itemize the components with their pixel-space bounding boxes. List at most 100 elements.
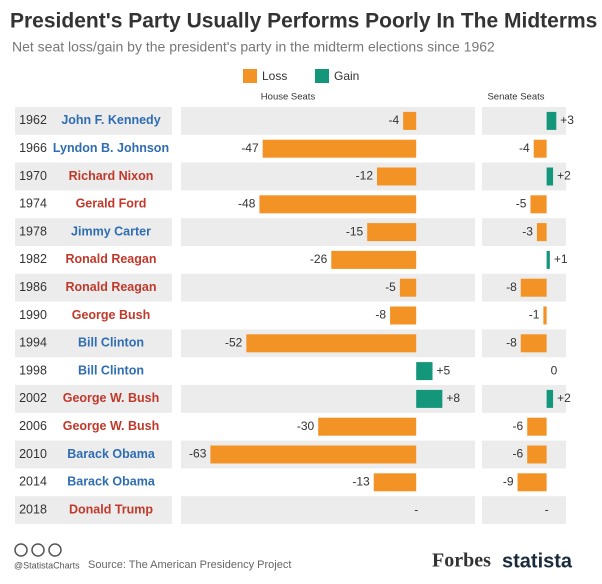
bar bbox=[546, 167, 554, 186]
value-label: - bbox=[414, 502, 418, 516]
value-label: -5 bbox=[516, 196, 527, 210]
row-bg bbox=[482, 218, 566, 246]
value-label: -4 bbox=[388, 113, 399, 127]
value-label: -4 bbox=[519, 141, 530, 155]
year-label: 1970 bbox=[19, 169, 47, 183]
bar bbox=[543, 306, 547, 325]
year-label: 2006 bbox=[19, 419, 47, 433]
statista-logo: statista bbox=[502, 550, 573, 572]
row-bg bbox=[15, 273, 172, 302]
panel-title: House Seats bbox=[261, 92, 316, 103]
year-label: 1974 bbox=[19, 197, 47, 211]
value-label: -6 bbox=[513, 447, 524, 461]
bar bbox=[520, 334, 547, 353]
row-bg bbox=[15, 218, 172, 246]
value-label: -9 bbox=[503, 474, 514, 488]
row-bg bbox=[15, 162, 172, 191]
bar bbox=[530, 195, 547, 214]
bar bbox=[533, 139, 547, 158]
bar bbox=[373, 473, 417, 492]
row-bg bbox=[482, 162, 566, 191]
legend-label: Gain bbox=[334, 69, 359, 83]
value-label: +3 bbox=[560, 113, 574, 127]
value-label: -30 bbox=[297, 419, 315, 433]
bar bbox=[546, 250, 550, 269]
bar bbox=[546, 111, 557, 130]
president-label: Bill Clinton bbox=[78, 363, 144, 377]
year-label: 1978 bbox=[19, 224, 47, 238]
row-bg bbox=[15, 329, 172, 358]
bar bbox=[527, 417, 547, 436]
year-label: 2010 bbox=[19, 447, 47, 461]
value-label: - bbox=[545, 502, 549, 516]
value-label: -6 bbox=[513, 419, 524, 433]
bar bbox=[527, 445, 547, 464]
bar bbox=[246, 334, 417, 353]
president-label: Ronald Reagan bbox=[66, 252, 157, 266]
president-label: Lyndon B. Johnson bbox=[53, 141, 169, 155]
president-label: Jimmy Carter bbox=[71, 224, 151, 238]
value-label: +8 bbox=[446, 391, 460, 405]
value-label: -8 bbox=[506, 280, 517, 294]
bar bbox=[318, 417, 417, 436]
bar bbox=[262, 139, 417, 158]
row-bg bbox=[482, 385, 566, 413]
value-label: -13 bbox=[352, 474, 370, 488]
value-label: -3 bbox=[522, 224, 533, 238]
year-label: 1986 bbox=[19, 280, 47, 294]
bar bbox=[367, 223, 417, 242]
legend-swatch bbox=[315, 69, 329, 83]
year-label: 1994 bbox=[19, 336, 47, 350]
president-label: George Bush bbox=[72, 308, 151, 322]
bar bbox=[210, 445, 417, 464]
row-bg bbox=[15, 440, 172, 469]
value-label: -8 bbox=[375, 308, 386, 322]
value-label: -63 bbox=[189, 447, 207, 461]
row-bg bbox=[482, 440, 566, 469]
president-label: Richard Nixon bbox=[69, 169, 154, 183]
bar bbox=[517, 473, 547, 492]
president-label: George W. Bush bbox=[63, 419, 160, 433]
value-label: -5 bbox=[385, 280, 396, 294]
footer-source: Source: The American Presidency Project bbox=[88, 559, 291, 571]
year-label: 1990 bbox=[19, 308, 47, 322]
cc-icons bbox=[14, 543, 62, 557]
bar bbox=[377, 167, 417, 186]
value-label: -12 bbox=[356, 169, 374, 183]
bar bbox=[416, 362, 433, 381]
chart-title: President's Party Usually Performs Poorl… bbox=[10, 10, 597, 33]
year-label: 1998 bbox=[19, 363, 47, 377]
president-label: Barack Obama bbox=[67, 475, 156, 489]
row-bg bbox=[181, 162, 475, 191]
row-bg bbox=[15, 107, 172, 135]
year-label: 2002 bbox=[19, 391, 47, 405]
row-bg bbox=[482, 496, 566, 524]
bar bbox=[331, 250, 417, 269]
legend-swatch bbox=[243, 69, 257, 83]
value-label: +2 bbox=[557, 391, 571, 405]
president-label: Donald Trump bbox=[69, 502, 153, 516]
bar bbox=[403, 111, 417, 130]
bar bbox=[399, 278, 417, 297]
president-label: Ronald Reagan bbox=[66, 280, 157, 294]
chart-subtitle: Net seat loss/gain by the president's pa… bbox=[12, 39, 495, 55]
president-label: George W. Bush bbox=[63, 391, 160, 405]
forbes-logo: Forbes bbox=[432, 550, 491, 572]
year-label: 1962 bbox=[19, 113, 47, 127]
bar bbox=[390, 306, 417, 325]
president-label: Barack Obama bbox=[67, 447, 156, 461]
bar bbox=[536, 223, 547, 242]
year-label: 2014 bbox=[19, 475, 47, 489]
row-bg bbox=[181, 273, 475, 302]
footer-handle: @StatistaCharts bbox=[14, 560, 80, 570]
year-label: 2018 bbox=[19, 502, 47, 516]
year-label: 1966 bbox=[19, 141, 47, 155]
legend-label: Loss bbox=[262, 69, 287, 83]
panel-title: Senate Seats bbox=[487, 92, 544, 103]
value-label: +1 bbox=[554, 252, 568, 266]
value-label: -15 bbox=[346, 224, 364, 238]
value-label: -47 bbox=[241, 141, 259, 155]
value-label: +2 bbox=[557, 169, 571, 183]
value-label: -52 bbox=[225, 335, 243, 349]
